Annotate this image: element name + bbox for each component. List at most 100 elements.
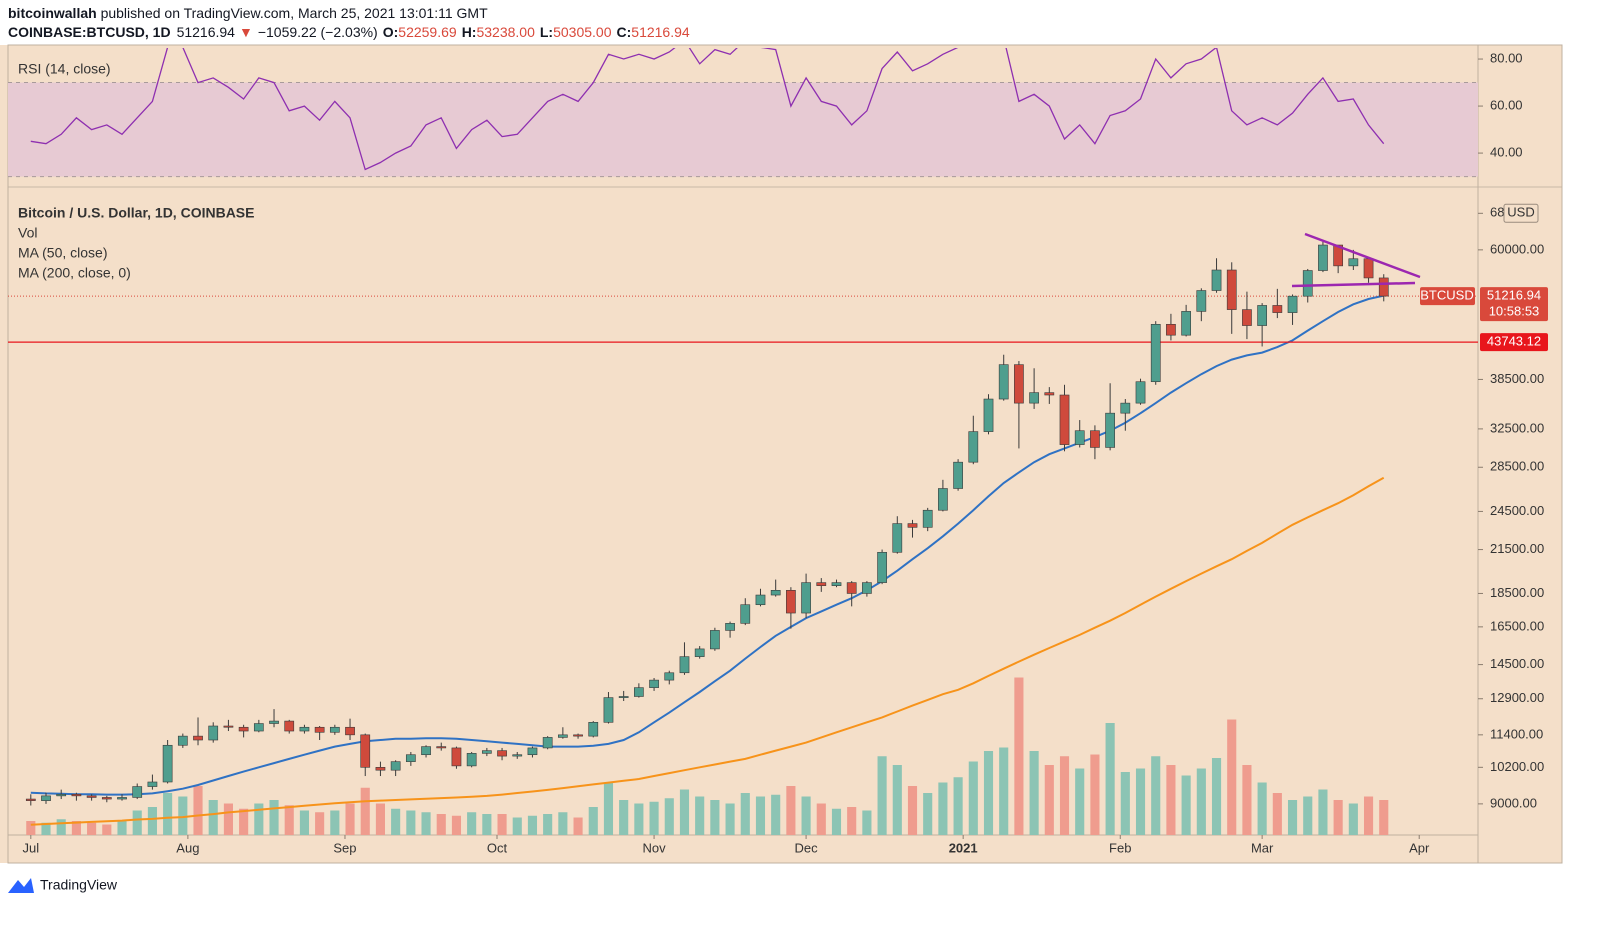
- candle-body: [269, 720, 279, 724]
- y-tick-label: 60000.00: [1490, 241, 1544, 256]
- h-label: H:: [462, 24, 477, 40]
- x-tick-label: Oct: [487, 840, 508, 855]
- moving-average: [30, 476, 1385, 826]
- candle-body: [1211, 269, 1222, 291]
- volume-bar: [299, 810, 309, 835]
- candle-body: [938, 488, 948, 511]
- volume-bar: [877, 756, 887, 835]
- volume-bar: [1242, 765, 1252, 835]
- last: 51216.94: [177, 24, 236, 40]
- y-tick-label: 18500.00: [1490, 585, 1544, 600]
- volume-bar: [26, 821, 36, 835]
- volume-bar: [1318, 789, 1328, 835]
- candle-body: [25, 798, 36, 801]
- candle-body: [177, 735, 188, 746]
- volume-bar: [1287, 800, 1298, 835]
- l-value: 50305.00: [553, 24, 612, 40]
- volume-bar: [330, 810, 340, 835]
- volume-bar: [755, 796, 766, 835]
- candle-body: [755, 594, 766, 606]
- candle-body: [147, 781, 158, 787]
- volume-legend: Vol: [18, 225, 37, 241]
- candle-body: [557, 734, 568, 738]
- volume-bar: [1333, 800, 1343, 835]
- candle-body: [1150, 323, 1161, 383]
- volume-bar: [1196, 768, 1206, 835]
- volume-bar: [1181, 775, 1191, 835]
- y-tick-label: 16500.00: [1490, 618, 1544, 633]
- volume-bar: [1105, 723, 1115, 835]
- x-tick-label: Sep: [333, 840, 356, 855]
- volume-bar: [649, 801, 659, 835]
- candle-body: [968, 431, 979, 463]
- candle-body: [1226, 269, 1237, 310]
- candle-body: [405, 754, 416, 762]
- volume-bar: [679, 789, 690, 835]
- o-label: O:: [383, 24, 399, 40]
- volume-bar: [87, 822, 97, 835]
- y-tick-label: 24500.00: [1490, 503, 1544, 518]
- candle-body: [71, 793, 82, 797]
- candle-body: [725, 623, 735, 631]
- moving-average: [30, 294, 1384, 796]
- volume-bar: [467, 812, 477, 835]
- candle-body: [862, 582, 872, 594]
- candle-body: [922, 509, 933, 528]
- candle-body: [132, 786, 143, 798]
- c-label: C:: [617, 24, 632, 40]
- volume-bar: [695, 796, 705, 835]
- volume-bar: [239, 808, 249, 835]
- candle-body: [117, 797, 127, 800]
- volume-bar: [497, 814, 507, 835]
- candle-body: [573, 734, 583, 737]
- volume-bar: [801, 796, 811, 835]
- volume-bar: [953, 777, 963, 835]
- candle-body: [649, 679, 659, 688]
- volume-bar: [588, 807, 598, 835]
- publisher-line: bitcoinwallah published on TradingView.c…: [8, 5, 488, 21]
- volume-bar: [1257, 782, 1267, 835]
- symbol: COINBASE:BTCUSD, 1D: [8, 24, 171, 40]
- candle-body: [512, 754, 523, 757]
- y-tick-label: 9000.00: [1490, 795, 1537, 810]
- volume-bar: [223, 803, 233, 835]
- volume-bar: [619, 800, 629, 835]
- candle-body: [1363, 258, 1374, 279]
- volume-bar: [1166, 765, 1176, 835]
- candle-body: [1348, 258, 1359, 267]
- volume-bar: [269, 800, 279, 835]
- candle-body: [466, 753, 477, 767]
- symbol-box: [1420, 287, 1475, 306]
- y-tick-label: 68: [1490, 205, 1504, 220]
- candle-body: [877, 551, 887, 583]
- volume-bar: [193, 786, 203, 835]
- volume-bar: [41, 822, 51, 835]
- candle-body: [1196, 290, 1207, 312]
- volume-bar: [968, 761, 978, 835]
- x-tick-label: Dec: [795, 840, 819, 855]
- candle-body: [299, 726, 310, 732]
- candle-body: [238, 726, 249, 732]
- candle-body: [436, 746, 447, 749]
- brand-logo: [8, 878, 34, 893]
- symbol-line: COINBASE:BTCUSD, 1D 51216.94 ▼ −1059.22 (−2…: [8, 24, 690, 40]
- volume-bar: [254, 803, 264, 835]
- volume-bar: [634, 803, 644, 835]
- candle-body: [694, 648, 705, 657]
- candle-body: [953, 461, 963, 489]
- y-tick-label: 10200.00: [1490, 759, 1544, 774]
- candle-body: [223, 725, 234, 728]
- volume-bar: [360, 787, 370, 835]
- rsi-line: [30, 48, 1385, 171]
- volume-bar: [208, 800, 218, 835]
- candle-body: [679, 656, 690, 674]
- price-pane: [8, 241, 1478, 835]
- volume-bar: [938, 782, 948, 835]
- candle-body: [801, 582, 811, 614]
- brand: TradingView: [8, 877, 118, 893]
- currency-box: [1503, 203, 1539, 223]
- volume-bar: [1044, 765, 1054, 835]
- candle-body: [1105, 412, 1115, 448]
- volume-bar: [1075, 768, 1085, 835]
